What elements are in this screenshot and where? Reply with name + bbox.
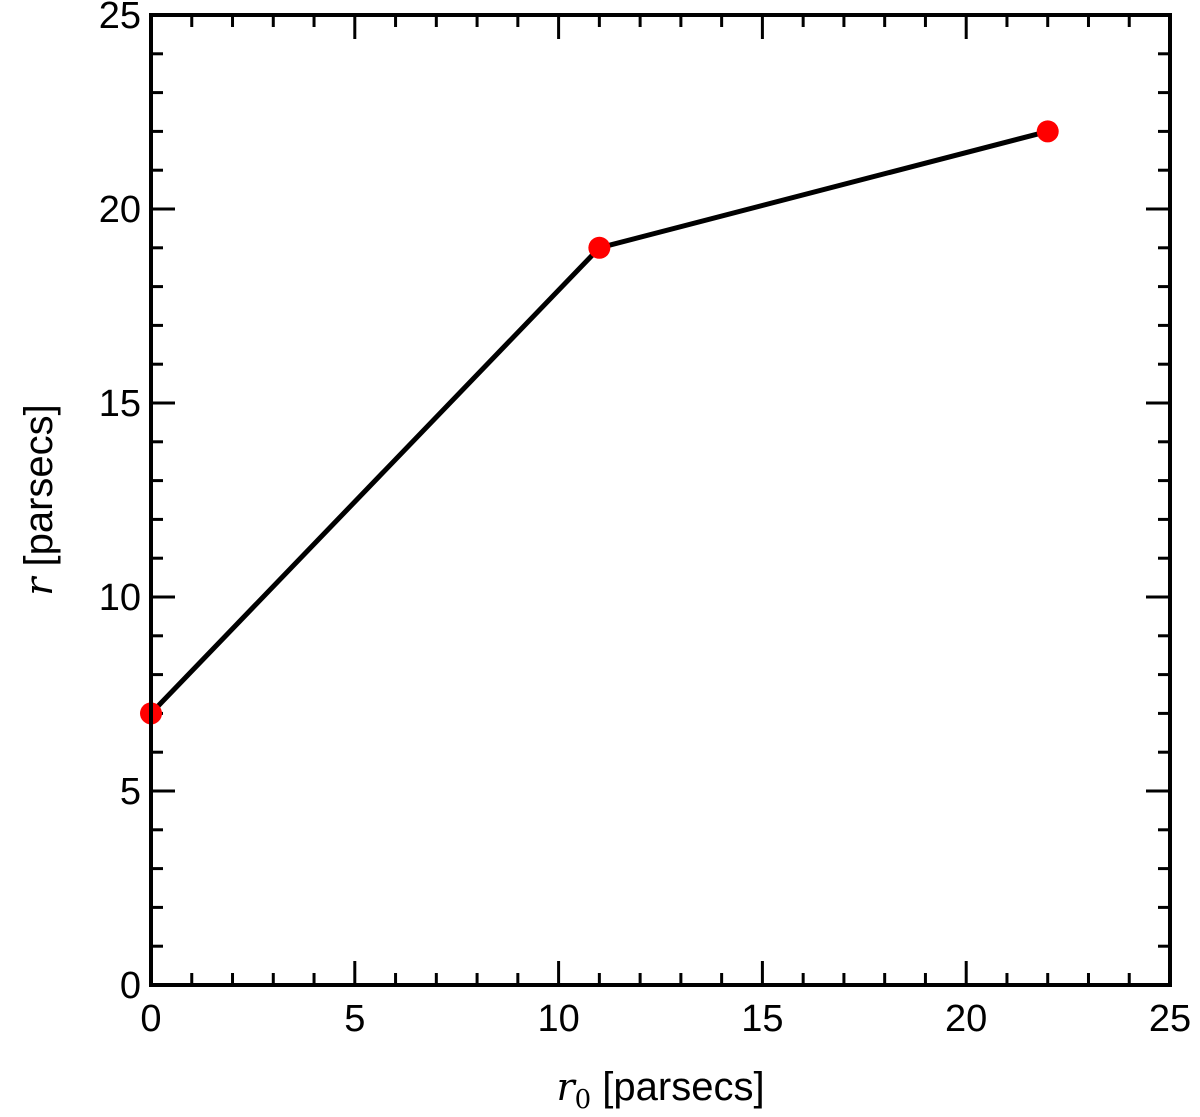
y-tick-label: 15 [99,383,141,425]
x-axis-label-var: r [556,1065,577,1109]
axis-ticks [149,13,1172,987]
y-axis-label: r [parsecs] [17,404,61,596]
data-point [1036,120,1059,143]
x-tick-label: 25 [1149,998,1191,1040]
y-tick-label: 10 [99,577,141,619]
y-tick-label: 25 [99,0,141,37]
plot-frame [149,13,1172,987]
series-line [149,128,1049,716]
tick-labels: 0 5 10 15 20 25 0 5 10 15 20 25 [99,0,1191,1040]
x-axis-label: r0 [parsecs] [556,1065,764,1115]
x-axis-label-sub: 0 [575,1085,592,1115]
x-tick-label: 0 [140,998,161,1040]
y-tick-label: 20 [99,189,141,231]
data-point [588,236,611,259]
y-axis-label-var: r [17,575,61,596]
y-axis-label-text: [parsecs] [17,404,61,577]
x-tick-label: 15 [741,998,783,1040]
x-tick-label: 10 [537,998,579,1040]
x-tick-label: 5 [344,998,365,1040]
y-tick-label: 5 [120,771,141,813]
x-tick-label: 20 [945,998,987,1040]
series-layer [140,120,1059,725]
y-tick-label: 0 [120,965,141,1007]
x-axis-label-text: [parsecs] [591,1065,764,1109]
